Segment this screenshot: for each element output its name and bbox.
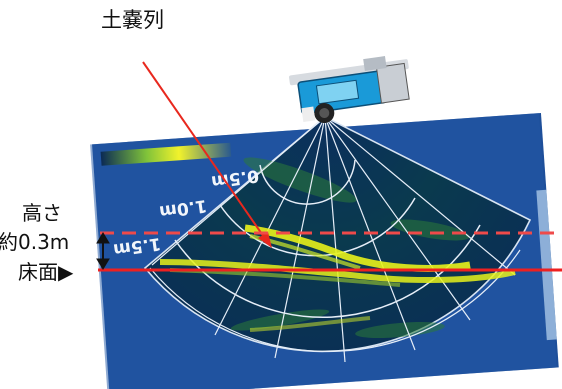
height-label: 高さ <box>22 201 62 225</box>
double-arrow-icon <box>96 232 110 270</box>
pointer-arrow-line <box>142 61 267 241</box>
sonar-fan <box>143 116 532 363</box>
floor-label: 床面▶ <box>18 260 74 284</box>
sonar-robot-icon <box>289 56 410 124</box>
sandbag-echo <box>244 224 471 272</box>
height-value: 約0.3m <box>0 230 70 254</box>
pointer-arrow-head <box>258 232 272 248</box>
sandbag-row-label: 土嚢列 <box>101 8 164 32</box>
intensity-color-scale <box>100 142 232 166</box>
floor-echo <box>159 259 516 283</box>
